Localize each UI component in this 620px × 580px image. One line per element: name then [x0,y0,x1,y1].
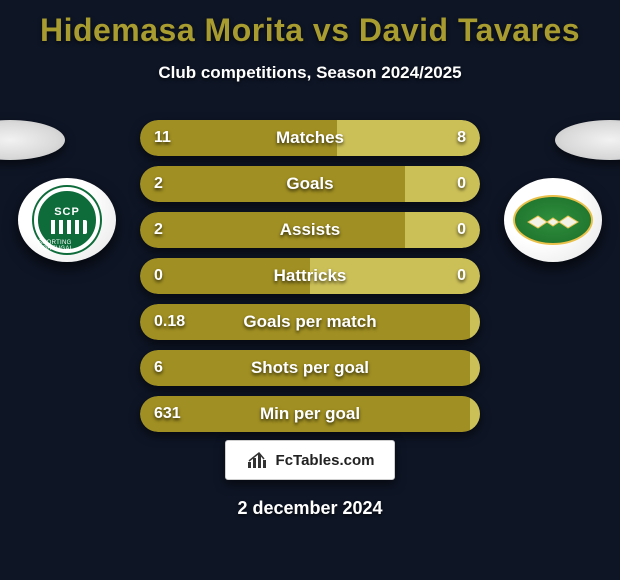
page-title: Hidemasa Morita vs David Tavares [0,0,620,49]
stat-row: Goals2 0 [140,166,480,202]
footer-date: 2 december 2024 [0,498,620,519]
stat-value-right: 0 [457,212,466,248]
stat-value-left: 2 [154,212,163,248]
stat-value-left: 2 [154,166,163,202]
mfc-crest-icon [513,195,593,245]
stat-row: Hattricks0 0 [140,258,480,294]
club-badge-right [504,178,602,262]
stat-value-right: 8 [457,120,466,156]
stats-bars: Matches118Goals20Assists20Hattricks00Goa… [140,120,480,442]
stat-row: Goals per match0.18 [140,304,480,340]
scp-crest-text: SCP [54,206,80,218]
stat-label: Min per goal [140,396,480,432]
stat-row: Shots per goal6 [140,350,480,386]
scp-crest-ring-text: SPORTING PORTUGAL [38,240,96,252]
subtitle: Club competitions, Season 2024/2025 [0,63,620,83]
stat-value-left: 11 [154,120,171,156]
stat-label: Shots per goal [140,350,480,386]
watermark-chart-icon [246,450,270,470]
country-flag-left [0,120,65,160]
stat-label: Assists [140,212,480,248]
stat-value-left: 0.18 [154,304,185,340]
stat-value-right: 0 [457,258,466,294]
stat-row: Matches11 8 [140,120,480,156]
club-badge-left: SCP SPORTING PORTUGAL [18,178,116,262]
stat-value-left: 0 [154,258,163,294]
stat-label: Hattricks [140,258,480,294]
watermark-text: FcTables.com [276,452,375,469]
stat-label: Goals [140,166,480,202]
stat-label: Matches [140,120,480,156]
stat-value-right: 0 [457,166,466,202]
watermark: FcTables.com [225,440,395,480]
stat-value-left: 631 [154,396,181,432]
stat-value-left: 6 [154,350,163,386]
stat-row: Min per goal631 [140,396,480,432]
scp-crest-icon: SCP SPORTING PORTUGAL [34,187,100,253]
country-flag-right [555,120,620,160]
stat-label: Goals per match [140,304,480,340]
stat-row: Assists2 0 [140,212,480,248]
scp-crest-stripes [47,220,87,234]
